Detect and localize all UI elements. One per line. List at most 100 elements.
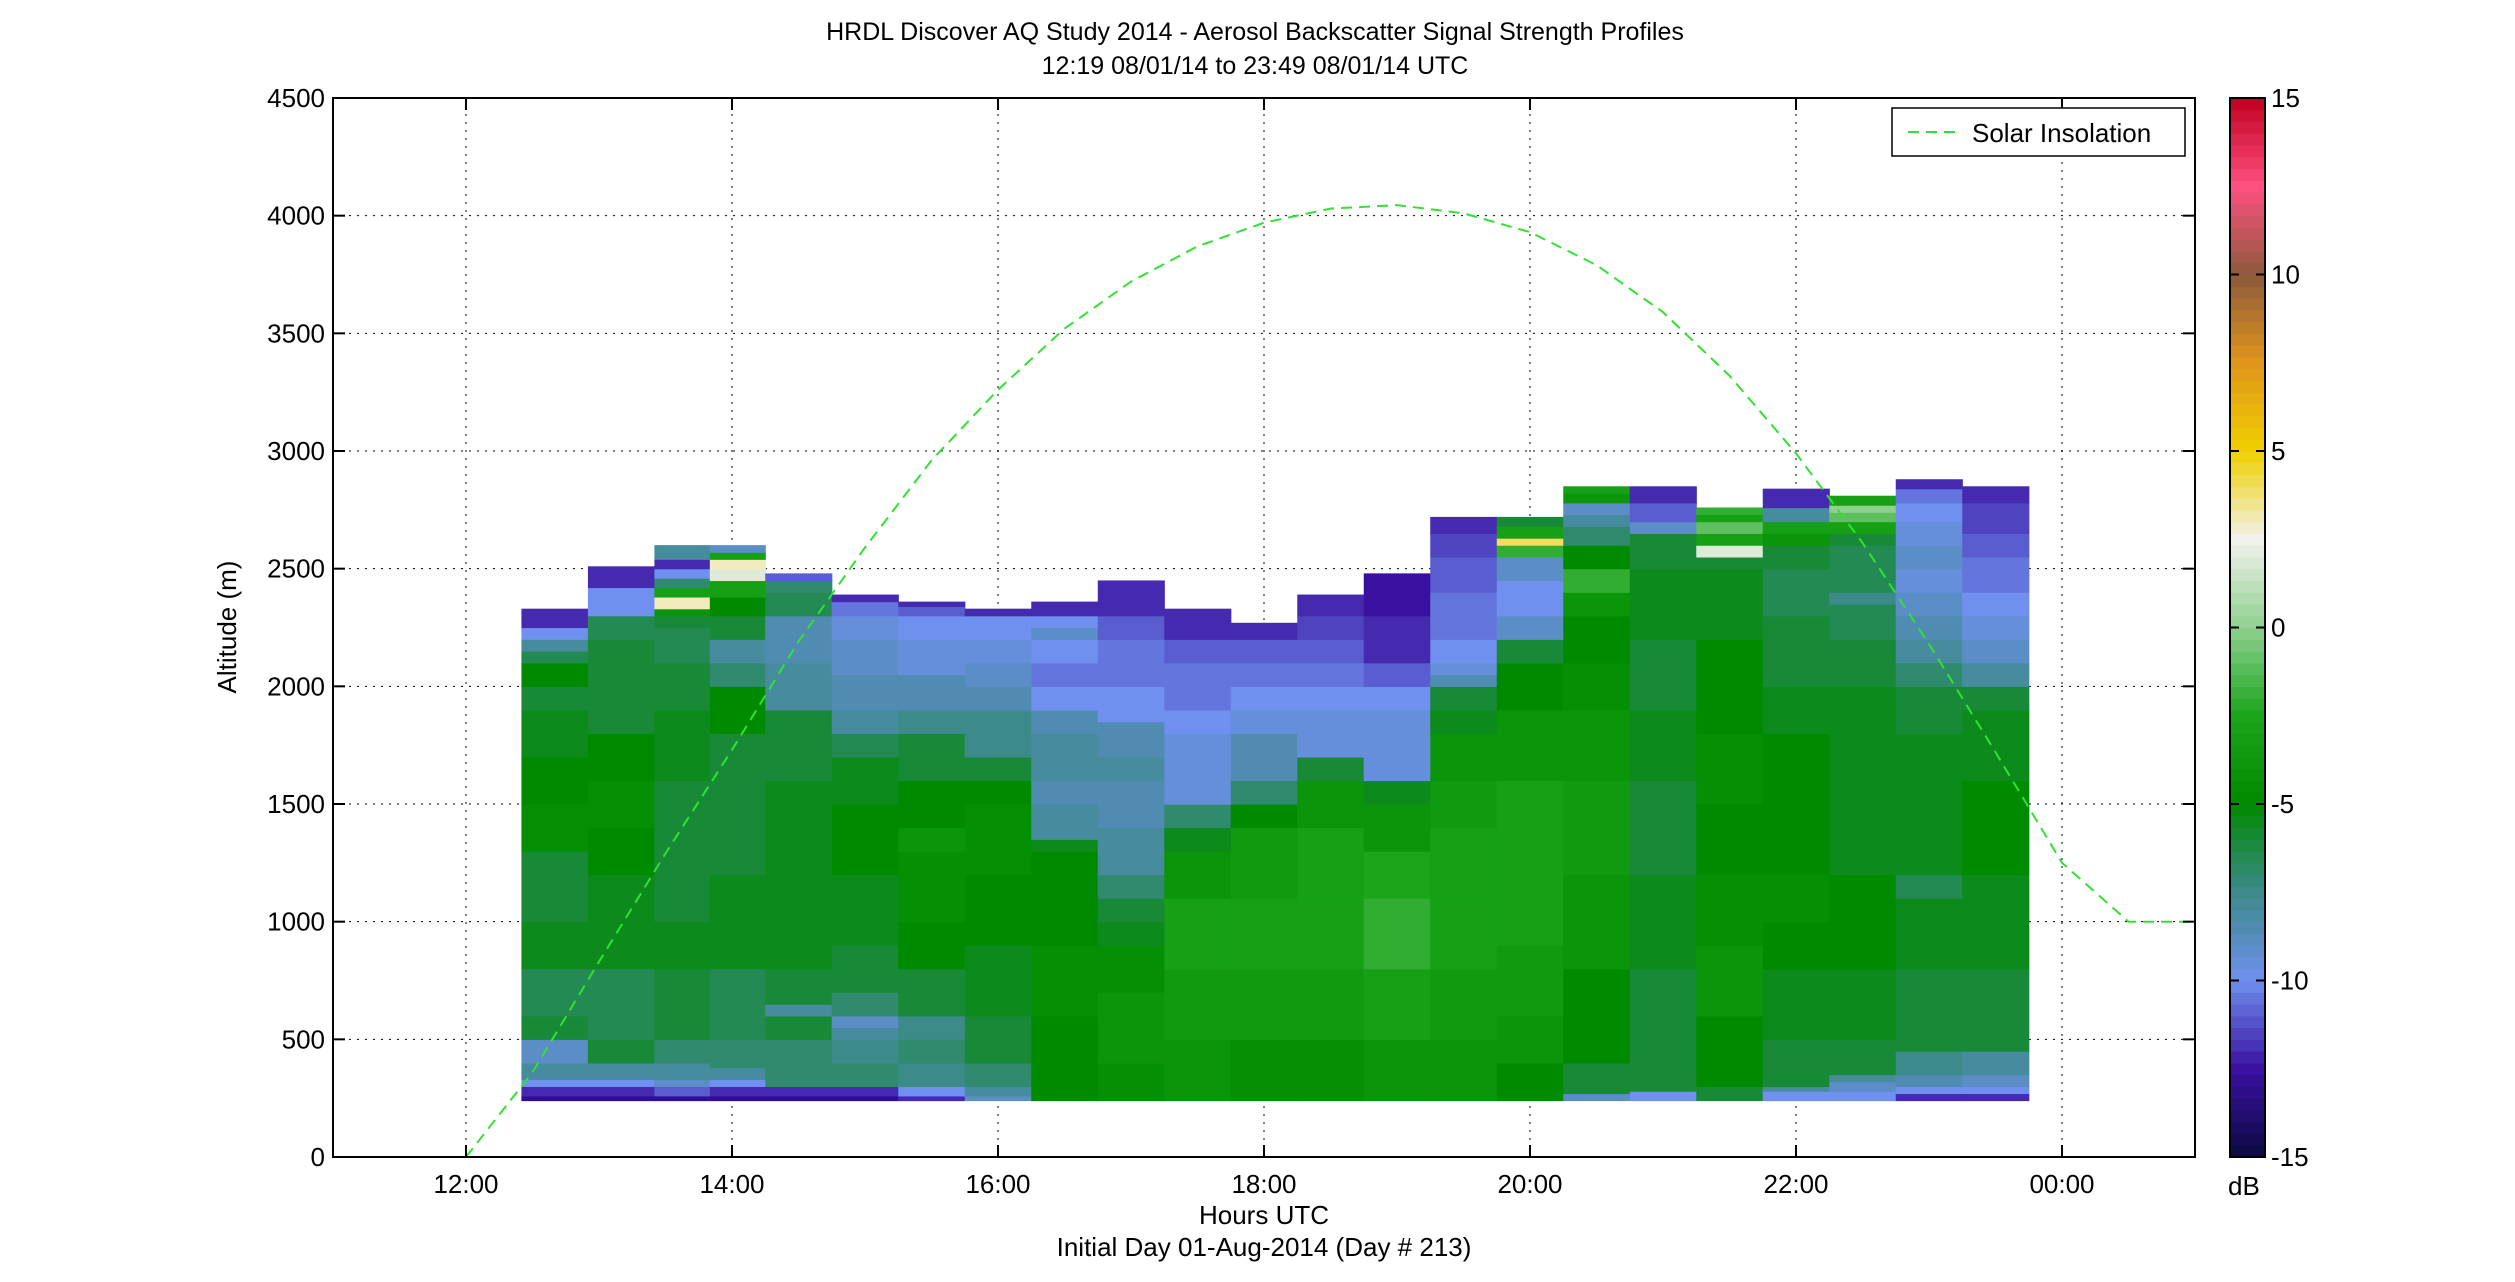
heatmap-cell <box>1829 533 1897 546</box>
heatmap-cell <box>898 921 966 970</box>
heatmap-cell <box>1164 686 1232 711</box>
heatmap-cell <box>831 615 899 640</box>
heatmap-cell <box>1762 545 1830 570</box>
heatmap-cell <box>1962 1074 2030 1087</box>
heatmap-cell <box>1962 1051 2030 1076</box>
heatmap-cell <box>765 1015 833 1040</box>
heatmap-cell <box>1696 639 1764 734</box>
heatmap-cell <box>1696 1039 1764 1087</box>
colorbar-segment <box>2230 145 2265 158</box>
heatmap-cell <box>964 1062 1032 1087</box>
heatmap-profiles <box>521 479 2030 1102</box>
heatmap-cell <box>654 578 711 589</box>
heatmap-cell <box>765 874 833 970</box>
heatmap-cell <box>898 1095 966 1102</box>
heatmap-cell <box>521 756 589 805</box>
heatmap-cell <box>654 587 711 598</box>
heatmap-cell <box>521 921 589 970</box>
colorbar-segment <box>2230 1027 2265 1040</box>
colorbar-segment <box>2230 121 2265 134</box>
heatmap-cell <box>587 686 656 734</box>
heatmap-cell <box>1097 898 1165 923</box>
heatmap-cell <box>1430 533 1498 558</box>
heatmap-cell <box>1097 639 1165 687</box>
colorbar-segment <box>2230 250 2265 264</box>
heatmap-cell <box>1496 526 1564 539</box>
colorbar-segment <box>2230 1074 2265 1087</box>
heatmap-cell <box>1829 1081 1897 1092</box>
colorbar-segment <box>2230 733 2265 746</box>
colorbar-segment <box>2230 603 2265 617</box>
heatmap-cell <box>1895 1051 1963 1076</box>
colorbar-segment <box>2230 651 2265 664</box>
heatmap-cell <box>1297 686 1365 711</box>
heatmap-cell <box>1895 804 1963 876</box>
heatmap-cell <box>1430 592 1498 640</box>
heatmap-cell <box>964 874 1032 946</box>
heatmap-cell <box>765 1079 833 1087</box>
heatmap-cell <box>1895 1093 1963 1102</box>
y-tick-label: 3000 <box>267 436 325 466</box>
colorbar-tick-label: -5 <box>2271 789 2294 819</box>
heatmap-cell <box>587 968 656 1040</box>
heatmap-cell <box>709 580 766 598</box>
heatmap-cell <box>654 1095 711 1102</box>
heatmap-cell <box>1696 514 1764 523</box>
heatmap-cell <box>1829 603 1897 640</box>
colorbar-segment <box>2230 945 2265 958</box>
heatmap-cell <box>1962 615 2030 640</box>
heatmap-cell <box>1230 686 1298 711</box>
heatmap-cell <box>1563 968 1631 1064</box>
colorbar-segment <box>2230 474 2265 487</box>
heatmap-cell <box>1496 709 1564 782</box>
heatmap-cell <box>765 968 833 1005</box>
heatmap-cell <box>587 639 656 687</box>
heatmap-cell <box>1696 521 1764 534</box>
heatmap-cell <box>709 1079 766 1087</box>
heatmap-cell <box>654 596 711 610</box>
solar-insolation-curve <box>465 204 2195 1157</box>
heatmap-cell <box>1829 592 1897 605</box>
heatmap-cell <box>1895 615 1963 640</box>
colorbar-tick-label: -10 <box>2271 966 2309 996</box>
heatmap-cell <box>1829 639 1897 687</box>
heatmap-cell <box>521 1039 589 1064</box>
heatmap-cell <box>1895 733 1963 805</box>
heatmap-cell <box>765 709 833 782</box>
heatmap-cell <box>964 1086 1032 1097</box>
heatmap-cell <box>654 921 711 970</box>
heatmap-cell <box>709 1039 766 1069</box>
heatmap-cell <box>964 662 1032 687</box>
heatmap-cell <box>831 733 899 758</box>
colorbar-segment <box>2230 1098 2265 1111</box>
heatmap-cell <box>1031 780 1099 805</box>
legend: Solar Insolation <box>1891 107 2186 157</box>
colorbar-segment <box>2230 568 2265 582</box>
heatmap-cell <box>831 756 899 805</box>
colorbar-segment <box>2230 745 2265 758</box>
heatmap-cell <box>898 968 966 1017</box>
heatmap-cell <box>898 733 966 782</box>
colorbar-segment <box>2230 403 2265 417</box>
heatmap-cell <box>587 1086 656 1097</box>
heatmap-cell <box>1031 804 1099 840</box>
heatmap-cell <box>1962 533 2030 558</box>
colorbar-segment <box>2230 1004 2265 1017</box>
heatmap-cell <box>831 1086 899 1097</box>
chart-title: HRDL Discover AQ Study 2014 - Aerosol Ba… <box>826 18 1684 46</box>
heatmap-cell <box>1962 639 2030 664</box>
heatmap-cell <box>587 827 656 876</box>
heatmap-cell <box>1430 898 1498 970</box>
heatmap-cell <box>1230 780 1298 805</box>
heatmap-cell <box>1230 804 1298 829</box>
heatmap-cell <box>1164 608 1232 640</box>
colorbar-segment <box>2230 580 2265 593</box>
heatmap-cell <box>1696 545 1764 558</box>
heatmap-cell <box>654 608 711 617</box>
heatmap-cell <box>1031 627 1099 640</box>
heatmap-cell <box>1895 686 1963 734</box>
heatmap-cell <box>1031 1086 1099 1102</box>
colorbar-tick-label: 5 <box>2271 436 2285 466</box>
heatmap-cell <box>1031 686 1099 711</box>
heatmap-cell <box>765 592 833 617</box>
